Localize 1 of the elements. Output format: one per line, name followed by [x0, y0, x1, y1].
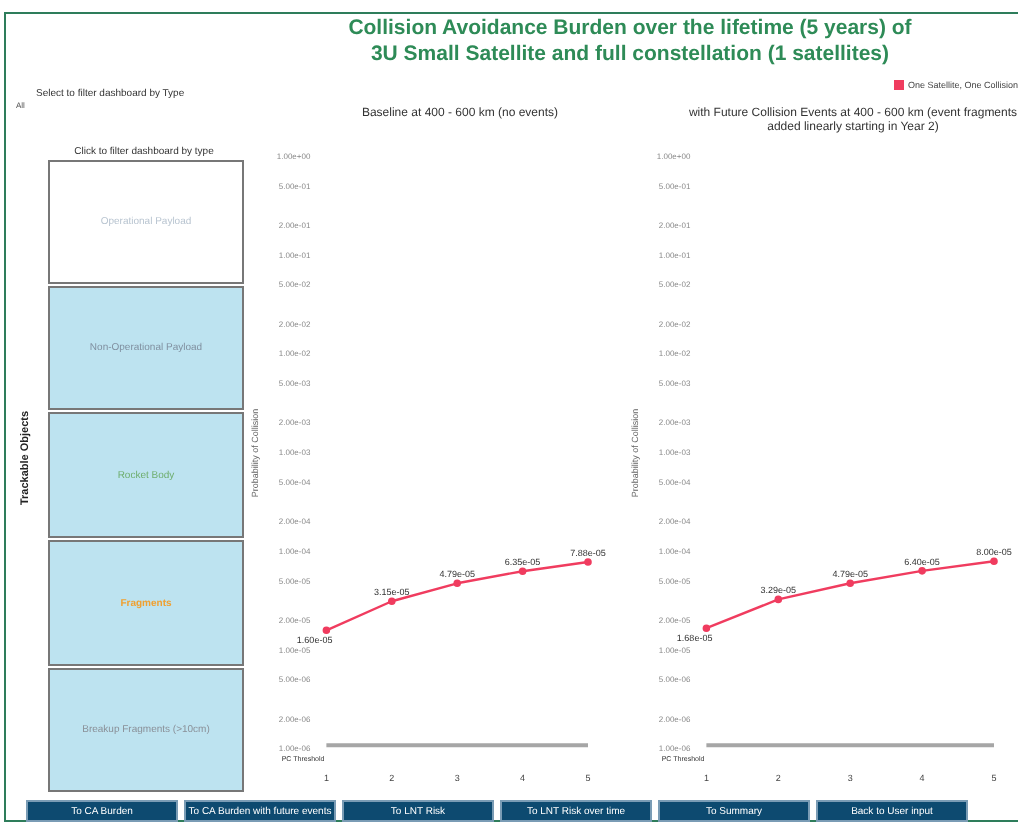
text: Collision Avoidance Burden over the lifetime (5 years) of 3U Small Satellite and full constellation (1 satellites): [346, 16, 914, 68]
